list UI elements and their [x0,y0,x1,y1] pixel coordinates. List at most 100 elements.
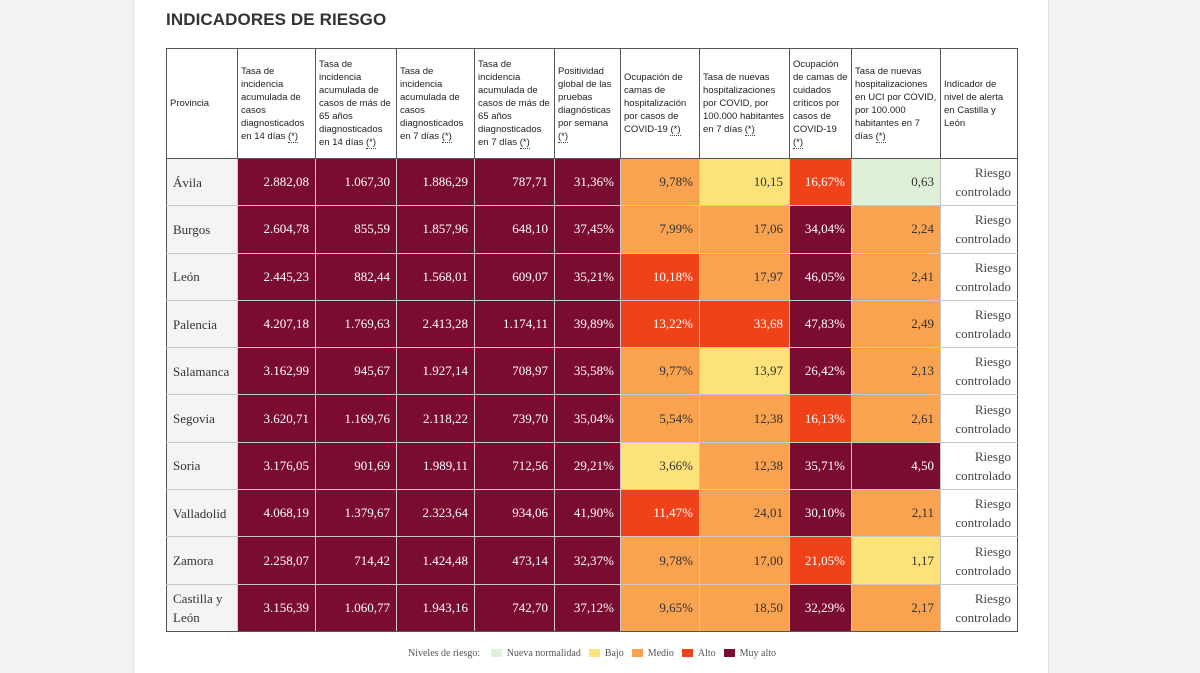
legend-item-medio: Medio [631,648,674,659]
province-cell: Zamora [166,536,238,585]
legend-swatch [631,648,643,657]
indicator-cell: 2,49 [851,299,941,349]
indicator-cell: 13,97 [699,347,790,396]
footnote-link[interactable]: (*) [519,137,530,149]
footnote-link[interactable]: (*) [288,130,299,143]
indicator-cell: 34,04% [789,205,852,254]
alert-level-cell: Riesgo controlado [940,205,1018,254]
indicator-cell: 1.568,01 [396,252,475,301]
alert-level-cell: Riesgo controlado [940,157,1018,207]
indicator-cell: 1.769,63 [315,299,397,349]
indicator-cell: 17,00 [699,536,790,585]
indicator-cell: 17,06 [699,205,790,254]
indicator-cell: 35,71% [789,441,852,491]
indicator-cell: 1.886,29 [396,157,475,207]
column-header: Tasa de nuevas hospitalizaciones en UCI … [851,48,941,159]
column-header-text: Ocupación de camas de cuidados críticos … [793,59,848,135]
alert-level-cell: Riesgo controlado [940,536,1018,585]
table-row: Zamora 2.258,07 714,42 1.424,48 473,14 32,37%… [166,536,1018,585]
indicator-cell: 10,18% [620,252,700,301]
indicator-cell: 35,58% [554,347,621,396]
legend-item-label: Medio [647,648,674,659]
indicator-cell: 2.445,23 [237,252,316,301]
indicator-cell: 35,04% [554,394,621,443]
footnote-link[interactable]: (*) [875,130,886,143]
legend-item-nueva: Nueva normalidad [490,648,581,659]
indicator-cell: 16,13% [789,394,852,443]
province-cell: Burgos [166,205,238,254]
indicator-cell: 945,67 [315,347,397,396]
footnote-link[interactable]: (*) [744,124,755,136]
indicator-cell: 882,44 [315,252,397,301]
table-row: Soria 3.176,05 901,69 1.989,11 712,56 29,21% 3… [166,441,1018,491]
indicator-cell: 9,65% [620,583,700,632]
indicator-cell: 714,42 [315,536,397,585]
indicator-cell: 10,15 [699,157,790,207]
province-cell: Valladolid [166,489,238,538]
indicator-cell: 1.857,96 [396,205,475,254]
column-header-text: Tasa de nuevas hospitalizaciones en UCI … [855,65,937,142]
risk-indicators-table: Provincia Tasa de incidencia acumulada de… [166,48,1018,632]
indicator-cell: 17,97 [699,252,790,301]
indicator-cell: 1.379,67 [315,489,397,538]
footnote-link[interactable]: (*) [366,137,377,149]
column-header-text: Ocupación de camas de hospitalización po… [624,72,687,135]
indicator-cell: 855,59 [315,205,397,254]
table-header-row: Provincia Tasa de incidencia acumulada de… [166,48,1018,159]
indicator-cell: 787,71 [474,157,555,207]
indicator-cell: 47,83% [789,299,852,349]
column-header: Positividad global de las pruebas diagnó… [554,48,621,159]
indicator-cell: 2,41 [851,252,941,301]
indicator-cell: 33,68 [699,299,790,349]
indicator-cell: 901,69 [315,441,397,491]
province-cell: Soria [166,441,238,491]
indicator-cell: 9,78% [620,157,700,207]
legend-swatch [490,648,502,657]
footnote-link[interactable]: (*) [441,130,452,143]
indicator-cell: 11,47% [620,489,700,538]
indicator-cell: 1.169,76 [315,394,397,443]
column-header-text: Indicador de nivel de alerta en Castilla… [944,78,1004,129]
indicator-cell: 1.943,16 [396,583,475,632]
column-header: Tasa de incidencia acumulada de casos de… [474,48,555,159]
column-header: Ocupación de camas de cuidados críticos … [789,48,852,159]
column-header: Tasa de incidencia acumulada de casos di… [237,48,316,159]
legend-item-bajo: Bajo [588,648,624,659]
legend-item-alto: Alto [681,648,716,659]
indicator-cell: 24,01 [699,489,790,538]
indicator-cell: 18,50 [699,583,790,632]
indicator-cell: 473,14 [474,536,555,585]
indicator-cell: 7,99% [620,205,700,254]
indicator-cell: 26,42% [789,347,852,396]
indicator-cell: 0,63 [851,157,941,207]
alert-level-cell: Riesgo controlado [940,299,1018,349]
indicator-cell: 934,06 [474,489,555,538]
legend-swatch [723,648,735,657]
indicator-cell: 2.118,22 [396,394,475,443]
indicator-cell: 3.620,71 [237,394,316,443]
indicator-cell: 2,17 [851,583,941,632]
column-header-text: Tasa de incidencia acumulada de casos de… [319,59,391,148]
footnote-link[interactable]: (*) [793,137,804,149]
indicator-cell: 742,70 [474,583,555,632]
indicator-cell: 1.060,77 [315,583,397,632]
footnote-link[interactable]: (*) [558,130,569,143]
legend-label: Niveles de riesgo: [407,648,481,659]
column-header: Ocupación de camas de hospitalización po… [620,48,700,159]
footnote-link[interactable]: (*) [670,124,681,136]
indicator-cell: 30,10% [789,489,852,538]
indicator-cell: 708,97 [474,347,555,396]
table-row: Castilla y León 3.156,39 1.060,77 1.943,16 7… [166,583,1018,632]
indicator-cell: 1.424,48 [396,536,475,585]
table-body: Ávila 2.882,08 1.067,30 1.886,29 787,71 31,36… [166,157,1018,632]
column-header-text: Tasa de incidencia acumulada de casos di… [241,65,305,142]
indicator-cell: 1.927,14 [396,347,475,396]
indicator-cell: 3.156,39 [237,583,316,632]
indicator-cell: 1,17 [851,536,941,585]
indicator-cell: 648,10 [474,205,555,254]
legend-swatch [681,648,693,657]
indicator-cell: 31,36% [554,157,621,207]
indicator-cell: 46,05% [789,252,852,301]
indicator-cell: 2.258,07 [237,536,316,585]
alert-level-cell: Riesgo controlado [940,441,1018,491]
